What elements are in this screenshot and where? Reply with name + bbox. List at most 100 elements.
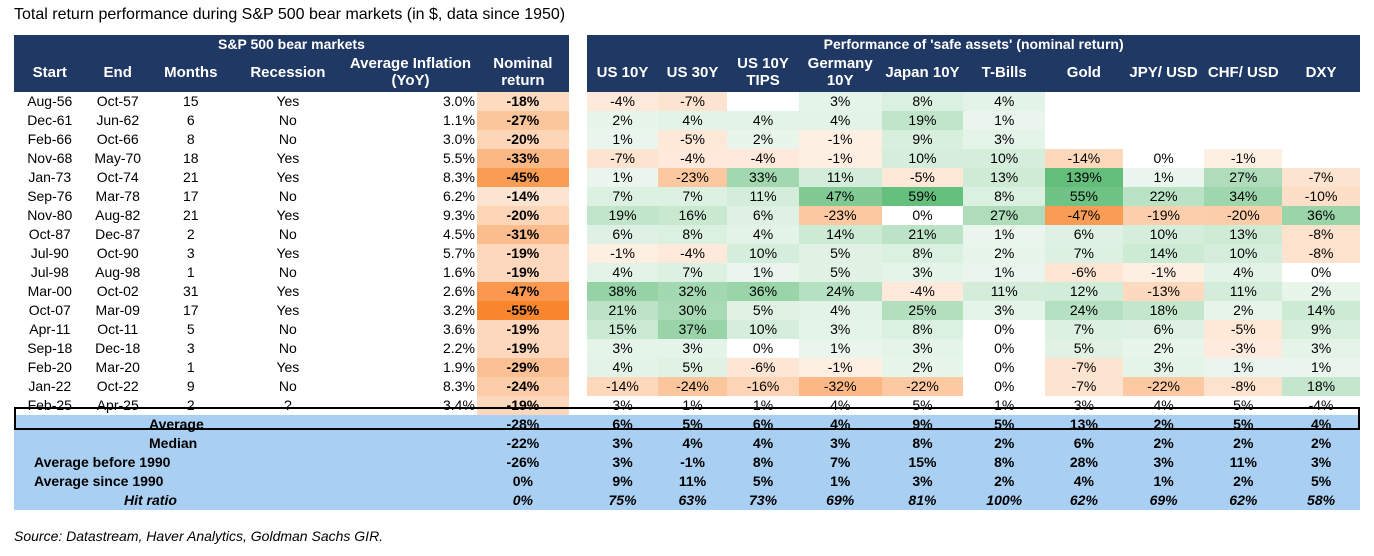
cell-japan-10y: -22% bbox=[881, 377, 964, 396]
cell-gold: -7% bbox=[1045, 358, 1123, 377]
cell-chf-usd: -3% bbox=[1204, 339, 1283, 358]
cell-end: Dec-18 bbox=[95, 340, 141, 356]
cell-japan-10y: 2% bbox=[881, 358, 964, 377]
cell-recession: Yes bbox=[276, 283, 300, 299]
cell-recession: Yes bbox=[276, 207, 300, 223]
cell-chf-usd: 27% bbox=[1204, 168, 1283, 187]
cell-nominal-return: -20% bbox=[476, 206, 569, 225]
cell-start: Jan-73 bbox=[28, 169, 72, 185]
table-row: Feb-20 Mar-20 1 Yes 1.9% -29% 4% 5% -6% -1% 2% 0% -7… bbox=[14, 358, 1360, 377]
summary-value: 63% bbox=[657, 491, 728, 510]
summary-value: 4% bbox=[1045, 472, 1123, 491]
cell-chf-usd: -20% bbox=[1204, 206, 1283, 225]
cell-recession: Yes bbox=[276, 302, 300, 318]
cell-us-10y: 4% bbox=[587, 263, 658, 282]
summary-value: 4% bbox=[798, 415, 882, 434]
cell-start: Feb-25 bbox=[27, 397, 72, 413]
cell-nominal-return: -47% bbox=[476, 282, 569, 301]
column-header-t-bills: T-Bills bbox=[963, 52, 1046, 92]
cell-us-10y: 1% bbox=[587, 130, 658, 149]
cell-jpy-usd: 4% bbox=[1153, 397, 1174, 413]
cell-t-bills: 1% bbox=[963, 263, 1046, 282]
cell-months: 1 bbox=[186, 359, 195, 375]
column-header-end: End bbox=[85, 52, 150, 92]
cell-average-inflation-yoy: 1.1% bbox=[442, 112, 475, 128]
cell-us-30y: 32% bbox=[657, 282, 728, 301]
cell-us-10y: -7% bbox=[587, 149, 658, 168]
cell-us-10y: 7% bbox=[587, 187, 658, 206]
cell-dxy bbox=[1282, 111, 1360, 130]
cell-gold: 3% bbox=[1073, 397, 1094, 413]
summary-value: 1% bbox=[798, 472, 882, 491]
cell-nominal-return: -33% bbox=[476, 149, 569, 168]
cell-start: Sep-18 bbox=[27, 340, 73, 356]
cell-chf-usd: 1% bbox=[1204, 358, 1283, 377]
summary-value: 11% bbox=[657, 472, 728, 491]
cell-recession: No bbox=[278, 378, 297, 394]
column-header-japan-10y: Japan 10Y bbox=[881, 52, 964, 92]
table-row: Jul-90 Oct-90 3 Yes 5.7% -19% -1% -4% 10% 5% 8% 2% 7… bbox=[14, 244, 1360, 263]
cell-dxy: 36% bbox=[1282, 206, 1360, 225]
cell-months: 2 bbox=[186, 226, 195, 242]
cell-end: Mar-09 bbox=[95, 302, 140, 318]
cell-jpy-usd bbox=[1122, 92, 1205, 111]
cell-recession: No bbox=[278, 131, 297, 147]
summary-value: 2% bbox=[1122, 415, 1205, 434]
cell-us-30y: -24% bbox=[657, 377, 728, 396]
cell-end: Apr-25 bbox=[96, 397, 139, 413]
cell-t-bills: 13% bbox=[963, 168, 1046, 187]
cell-jpy-usd: 3% bbox=[1122, 358, 1205, 377]
summary-value: 15% bbox=[881, 453, 964, 472]
table-row: Oct-07 Mar-09 17 Yes 3.2% -55% 21% 30% 5% 4% 25% 3%… bbox=[14, 301, 1360, 320]
cell-us-10y-tips: 5% bbox=[727, 301, 799, 320]
cell-recession: No bbox=[278, 321, 297, 337]
cell-average-inflation-yoy: 9.3% bbox=[442, 207, 475, 223]
summary-row-median: Median -22% 3% 4% 4% 3% 8% 2% 6% 2% 2% 2% bbox=[14, 434, 1360, 453]
column-header-recession: Recession bbox=[231, 52, 345, 92]
group-header-right: Performance of 'safe assets' (nominal re… bbox=[587, 35, 1360, 52]
summary-label: Average bbox=[14, 415, 477, 434]
cell-jpy-usd bbox=[1122, 130, 1205, 149]
cell-us-10y-tips: -6% bbox=[727, 358, 799, 377]
cell-us-30y: 4% bbox=[657, 111, 728, 130]
cell-nominal-return: -19% bbox=[476, 244, 569, 263]
cell-t-bills: 0% bbox=[963, 358, 1046, 377]
column-header-dxy: DXY bbox=[1282, 52, 1360, 92]
cell-us-10y-tips: -4% bbox=[727, 149, 799, 168]
summary-value: -26% bbox=[476, 453, 569, 472]
cell-us-10y: 2% bbox=[587, 111, 658, 130]
cell-us-10y-tips: 33% bbox=[727, 168, 799, 187]
cell-jpy-usd: 22% bbox=[1122, 187, 1205, 206]
cell-months: 6 bbox=[186, 112, 195, 128]
cell-us-10y-tips: 4% bbox=[727, 111, 799, 130]
cell-end: Oct-66 bbox=[96, 131, 139, 147]
table-row: Dec-61 Jun-62 6 No 1.1% -27% 2% 4% 4% 4% 19% 1% bbox=[14, 111, 1360, 130]
cell-jpy-usd: 14% bbox=[1122, 244, 1205, 263]
cell-end: Oct-22 bbox=[96, 378, 139, 394]
cell-average-inflation-yoy: 4.5% bbox=[442, 226, 475, 242]
cell-chf-usd: 10% bbox=[1204, 244, 1283, 263]
summary-value: -22% bbox=[476, 434, 569, 453]
cell-us-10y-tips: 11% bbox=[727, 187, 799, 206]
cell-jpy-usd: 0% bbox=[1122, 149, 1205, 168]
cell-germany-10y: -23% bbox=[798, 206, 882, 225]
cell-start: Nov-68 bbox=[27, 150, 73, 166]
cell-germany-10y: 47% bbox=[798, 187, 882, 206]
summary-value: 6% bbox=[1045, 434, 1123, 453]
table-row: Mar-00 Oct-02 31 Yes 2.6% -47% 38% 32% 36% 24% -4%… bbox=[14, 282, 1360, 301]
cell-us-30y: -23% bbox=[657, 168, 728, 187]
cell-gold: 24% bbox=[1045, 301, 1123, 320]
cell-us-10y-tips: 4% bbox=[727, 225, 799, 244]
table-row: Apr-11 Oct-11 5 No 3.6% -19% 15% 37% 10% 3% 8% 0% 7%… bbox=[14, 320, 1360, 339]
cell-us-30y: 8% bbox=[657, 225, 728, 244]
cell-months: 31 bbox=[182, 283, 199, 299]
cell-japan-10y: 9% bbox=[881, 130, 964, 149]
column-header-start: Start bbox=[14, 52, 86, 92]
cell-us-10y-tips: 1% bbox=[727, 263, 799, 282]
summary-label: Average since 1990 bbox=[14, 472, 477, 491]
cell-japan-10y: 3% bbox=[881, 263, 964, 282]
cell-average-inflation-yoy: 3.0% bbox=[442, 93, 475, 109]
cell-germany-10y: 4% bbox=[830, 397, 851, 413]
cell-us-30y: 16% bbox=[657, 206, 728, 225]
summary-value: 2% bbox=[963, 434, 1046, 453]
